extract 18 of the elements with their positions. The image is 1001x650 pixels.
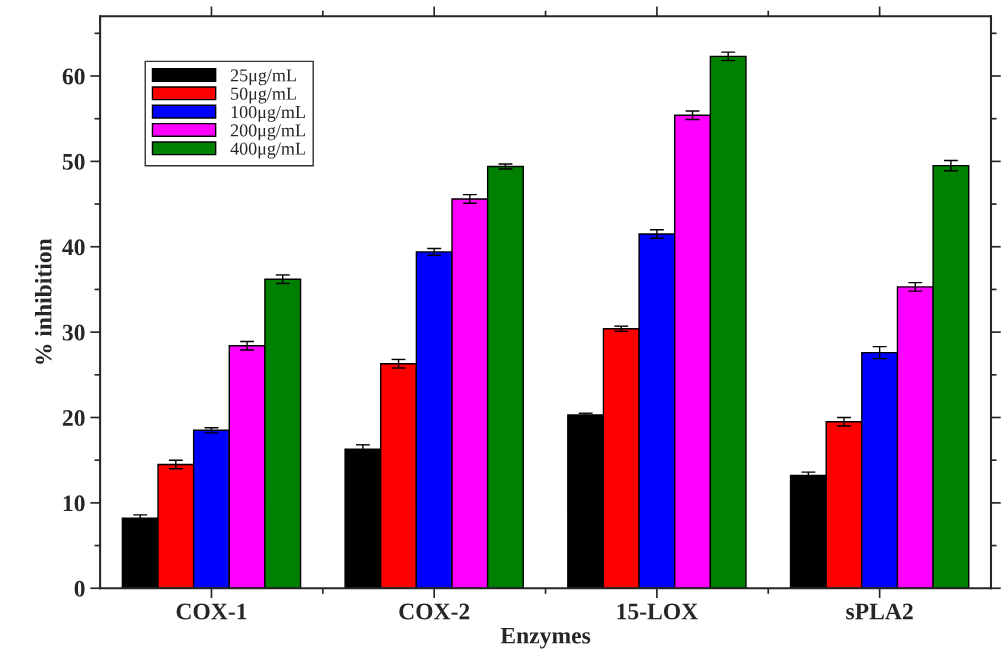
legend-label: 200μg/mL (230, 124, 305, 141)
y-tick-label: 20 (62, 409, 85, 426)
legend-label: 25μg/mL (230, 69, 296, 86)
y-tick-label: 30 (62, 324, 85, 341)
x-tick-label: COX-2 (399, 603, 470, 620)
y-tick-label: 0 (74, 580, 85, 597)
y-tick-label: 40 (62, 239, 85, 256)
legend-label: 50μg/mL (231, 87, 296, 104)
y-axis-title: % inhibition (34, 238, 52, 364)
x-tick-label: COX-1 (176, 603, 247, 620)
x-tick-label: sPLA2 (846, 603, 913, 620)
y-tick-label: 60 (62, 68, 85, 85)
legend-label: 100μg/mL (231, 105, 305, 122)
y-tick-label: 10 (63, 495, 85, 512)
y-tick-label: 50 (62, 153, 85, 170)
legend-label: 400μg/mL (230, 142, 305, 159)
x-tick-label: 15-LOX (617, 603, 698, 620)
x-axis-title: Enzymes (500, 627, 591, 649)
